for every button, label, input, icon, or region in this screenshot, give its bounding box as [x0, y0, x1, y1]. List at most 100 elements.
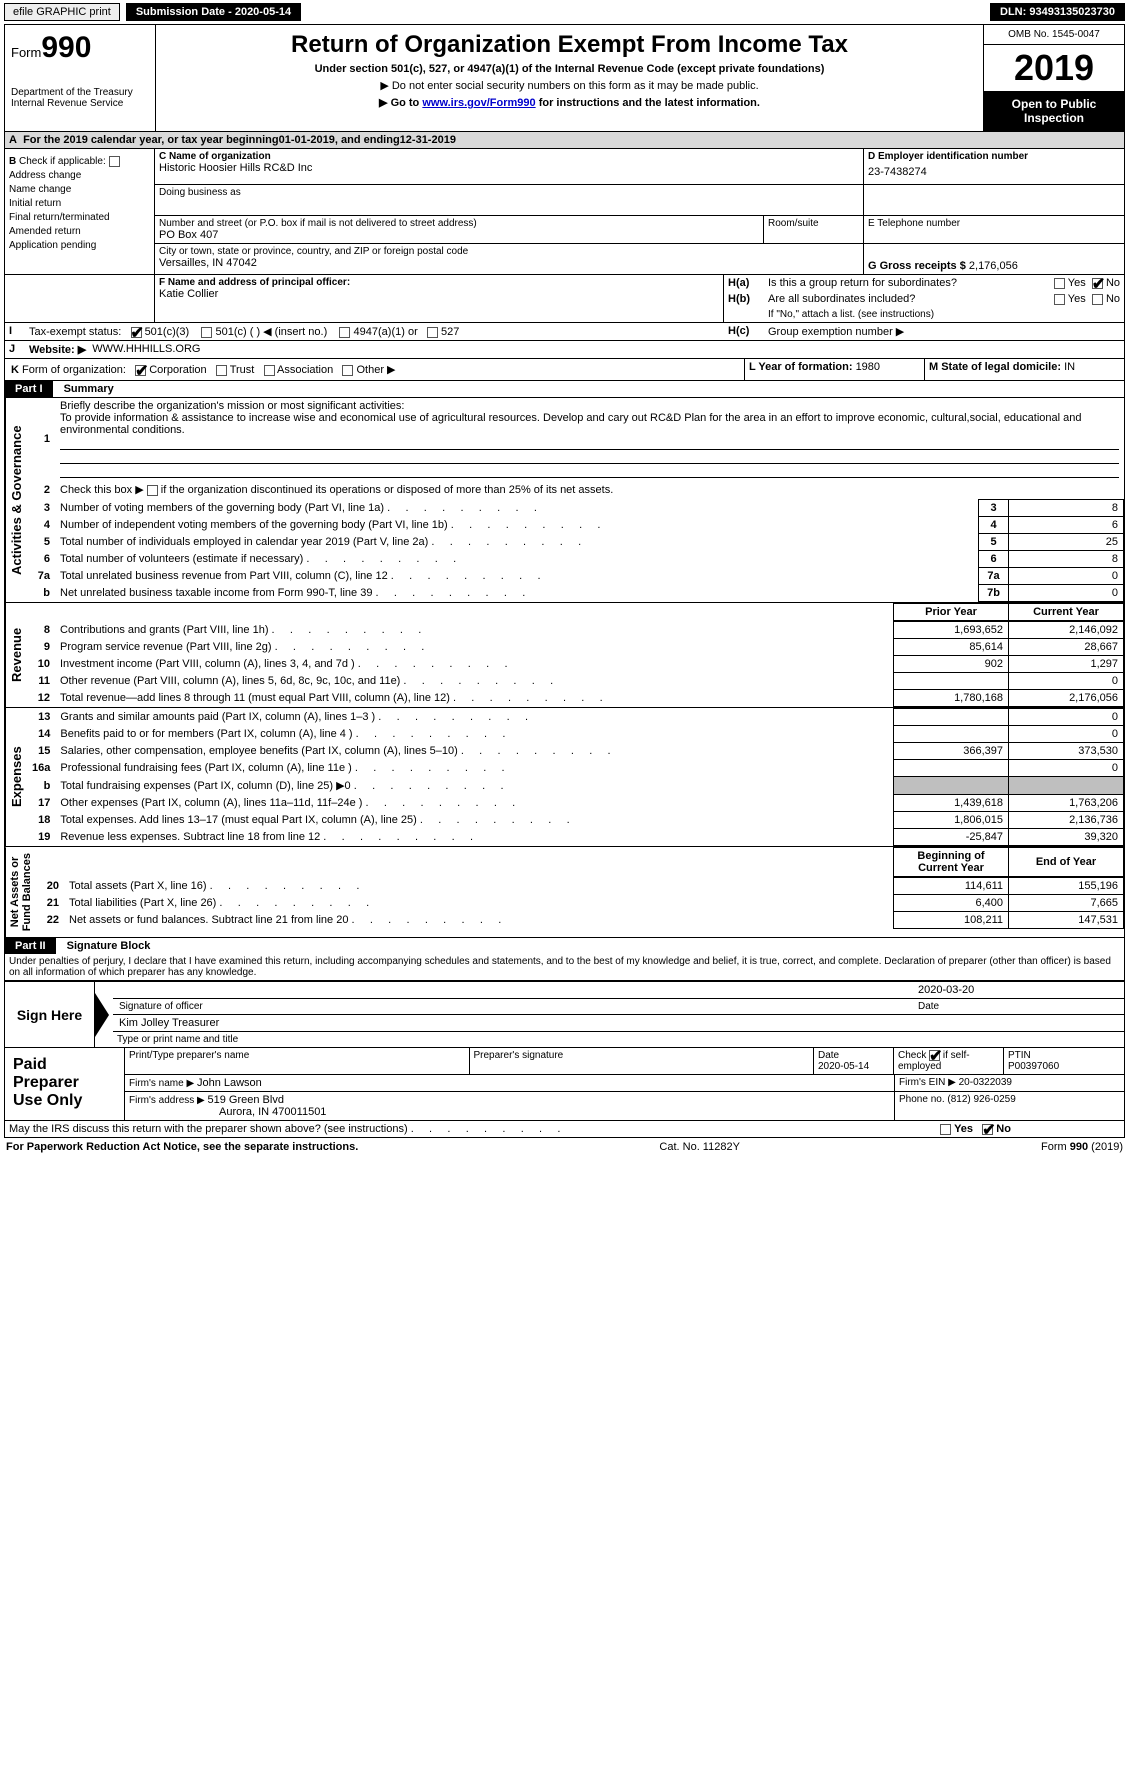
- firm-ein-label: Firm's EIN ▶: [899, 1077, 959, 1088]
- dln-pill: DLN: 93493135023730: [990, 3, 1125, 21]
- vlabel-na: Net Assets or Fund Balances: [5, 847, 36, 937]
- section-k-l-m: K Form of organization: Corporation Trus…: [5, 359, 1124, 381]
- section-f-h: F Name and address of principal officer:…: [5, 275, 1124, 323]
- hb-label: H(b): [728, 293, 768, 305]
- hdr-begcur: Beginning of Current Year: [894, 848, 1009, 877]
- discuss-no: No: [996, 1123, 1011, 1135]
- i-501c3-checkbox[interactable]: [131, 327, 142, 338]
- checkbox-applicable[interactable]: [109, 156, 120, 167]
- cal-year-label: For the 2019 calendar year, or tax year …: [23, 134, 279, 146]
- no-label: No: [1106, 277, 1120, 289]
- part-ii-title: Signature Block: [59, 940, 151, 952]
- i-527-checkbox[interactable]: [427, 327, 438, 338]
- discuss-text: May the IRS discuss this return with the…: [9, 1123, 560, 1135]
- hb-no-checkbox[interactable]: [1092, 294, 1103, 305]
- rev-table: 8 Contributions and grants (Part VIII, l…: [27, 621, 1124, 707]
- hc-label: H(c): [728, 325, 768, 338]
- i-4947: 4947(a)(1) or: [354, 326, 418, 338]
- mission-text: To provide information & assistance to i…: [60, 412, 1082, 436]
- year-mid: , and ending: [335, 134, 400, 146]
- note2-post: for instructions and the latest informat…: [536, 97, 760, 109]
- form-subtitle: Under section 501(c), 527, or 4947(a)(1)…: [164, 63, 975, 75]
- i-label: Tax-exempt status:: [29, 326, 121, 338]
- part-i-header: Part I Summary: [5, 381, 1124, 397]
- gross-receipts: 2,176,056: [969, 260, 1018, 272]
- department-label: Department of the Treasury Internal Reve…: [11, 87, 149, 109]
- k-trust-checkbox[interactable]: [216, 365, 227, 376]
- k-assoc-checkbox[interactable]: [264, 365, 275, 376]
- room-label: Room/suite: [768, 218, 859, 229]
- hdr-current: Current Year: [1009, 604, 1124, 621]
- i-4947-checkbox[interactable]: [339, 327, 350, 338]
- m-label: M State of legal domicile:: [929, 361, 1064, 373]
- sign-here-block: Sign Here 2020-03-20 Signature of office…: [5, 980, 1124, 1047]
- self-employed-checkbox[interactable]: [929, 1050, 940, 1061]
- domicile: IN: [1064, 361, 1075, 373]
- part-i-tab: Part I: [5, 381, 53, 397]
- data-row: 22 Net assets or fund balances. Subtract…: [36, 912, 1124, 929]
- hdr-prior: Prior Year: [894, 604, 1009, 621]
- instructions-note: ▶ Go to www.irs.gov/Form990 for instruct…: [164, 96, 975, 109]
- discuss-yes-checkbox[interactable]: [940, 1124, 951, 1135]
- section-a-year: A For the 2019 calendar year, or tax yea…: [5, 132, 1124, 149]
- omb-number: OMB No. 1545-0047: [984, 25, 1124, 45]
- efile-button[interactable]: efile GRAPHIC print: [4, 3, 120, 21]
- i-527: 527: [441, 326, 459, 338]
- ptin-label: PTIN: [1008, 1050, 1120, 1061]
- data-row: 17 Other expenses (Part IX, column (A), …: [27, 795, 1124, 812]
- discuss-no-checkbox[interactable]: [982, 1124, 993, 1135]
- data-row: 19 Revenue less expenses. Subtract line …: [27, 829, 1124, 846]
- data-row: 12 Total revenue—add lines 8 through 11 …: [27, 690, 1124, 707]
- ptin: P00397060: [1008, 1061, 1120, 1072]
- firm-addr2: Aurora, IN 470011501: [129, 1106, 890, 1118]
- phone-label: Phone no.: [899, 1094, 947, 1105]
- discuss-row: May the IRS discuss this return with the…: [5, 1120, 1124, 1137]
- k-trust: Trust: [230, 364, 255, 376]
- data-row: 16a Professional fundraising fees (Part …: [27, 760, 1124, 777]
- q1-label: Briefly describe the organization's miss…: [60, 400, 404, 412]
- cat-no: Cat. No. 11282Y: [659, 1141, 740, 1153]
- i-501c: 501(c) ( ) ◀ (insert no.): [215, 326, 327, 338]
- activities-governance: Activities & Governance 1 Briefly descri…: [5, 397, 1124, 602]
- form-no: 990: [41, 31, 91, 64]
- paid-preparer-label: Paid Preparer Use Only: [5, 1048, 125, 1120]
- g-label: G Gross receipts $: [868, 260, 969, 272]
- ag-row: 7a Total unrelated business revenue from…: [27, 568, 1124, 585]
- ha-yes-checkbox[interactable]: [1054, 278, 1065, 289]
- b-name-change: Name change: [9, 184, 150, 195]
- hc-text: Group exemption number ▶: [768, 325, 904, 338]
- org-info-block: B Check if applicable: Address change Na…: [5, 149, 1124, 275]
- net-assets-section: Net Assets or Fund Balances Beginning of…: [5, 846, 1124, 937]
- k-corp: Corporation: [149, 364, 206, 376]
- hdr-eoy: End of Year: [1009, 848, 1124, 877]
- section-g: G Gross receipts $ 2,176,056: [864, 244, 1124, 274]
- hb-note: If "No," attach a list. (see instruction…: [724, 307, 1124, 322]
- k-other-checkbox[interactable]: [342, 365, 353, 376]
- note2-pre: ▶ Go to: [379, 97, 422, 109]
- f-label: F Name and address of principal officer:: [159, 277, 350, 288]
- street: PO Box 407: [159, 229, 759, 241]
- k-corp-checkbox[interactable]: [135, 365, 146, 376]
- topbar: efile GRAPHIC print Submission Date - 20…: [0, 0, 1129, 24]
- i-501c-checkbox[interactable]: [201, 327, 212, 338]
- ssn-note: ▶ Do not enter social security numbers o…: [164, 79, 975, 92]
- q2-checkbox[interactable]: [147, 485, 158, 496]
- vlabel-exp: Expenses: [5, 708, 27, 846]
- b-amended: Amended return: [9, 226, 150, 237]
- ha-no-checkbox[interactable]: [1092, 278, 1103, 289]
- form-number: Form990: [11, 31, 149, 65]
- year-formation: 1980: [856, 361, 880, 373]
- na-table: 20 Total assets (Part X, line 16) 114,61…: [36, 877, 1124, 929]
- penalty-text: Under penalties of perjury, I declare th…: [5, 954, 1124, 980]
- year-begin: 01-01-2019: [279, 134, 335, 146]
- b-label: Check if applicable:: [19, 156, 106, 167]
- self-employed-cell: Check if self-employed: [894, 1048, 1004, 1074]
- ag-row: 3 Number of voting members of the govern…: [27, 500, 1124, 517]
- instructions-link[interactable]: www.irs.gov/Form990: [422, 97, 535, 109]
- hb-yes-checkbox[interactable]: [1054, 294, 1065, 305]
- b-final: Final return/terminated: [9, 212, 150, 223]
- dba-label: Doing business as: [159, 187, 859, 198]
- ag-row: b Net unrelated business taxable income …: [27, 585, 1124, 602]
- form-container: Form990 Department of the Treasury Inter…: [4, 24, 1125, 1138]
- ag-row: 6 Total number of volunteers (estimate i…: [27, 551, 1124, 568]
